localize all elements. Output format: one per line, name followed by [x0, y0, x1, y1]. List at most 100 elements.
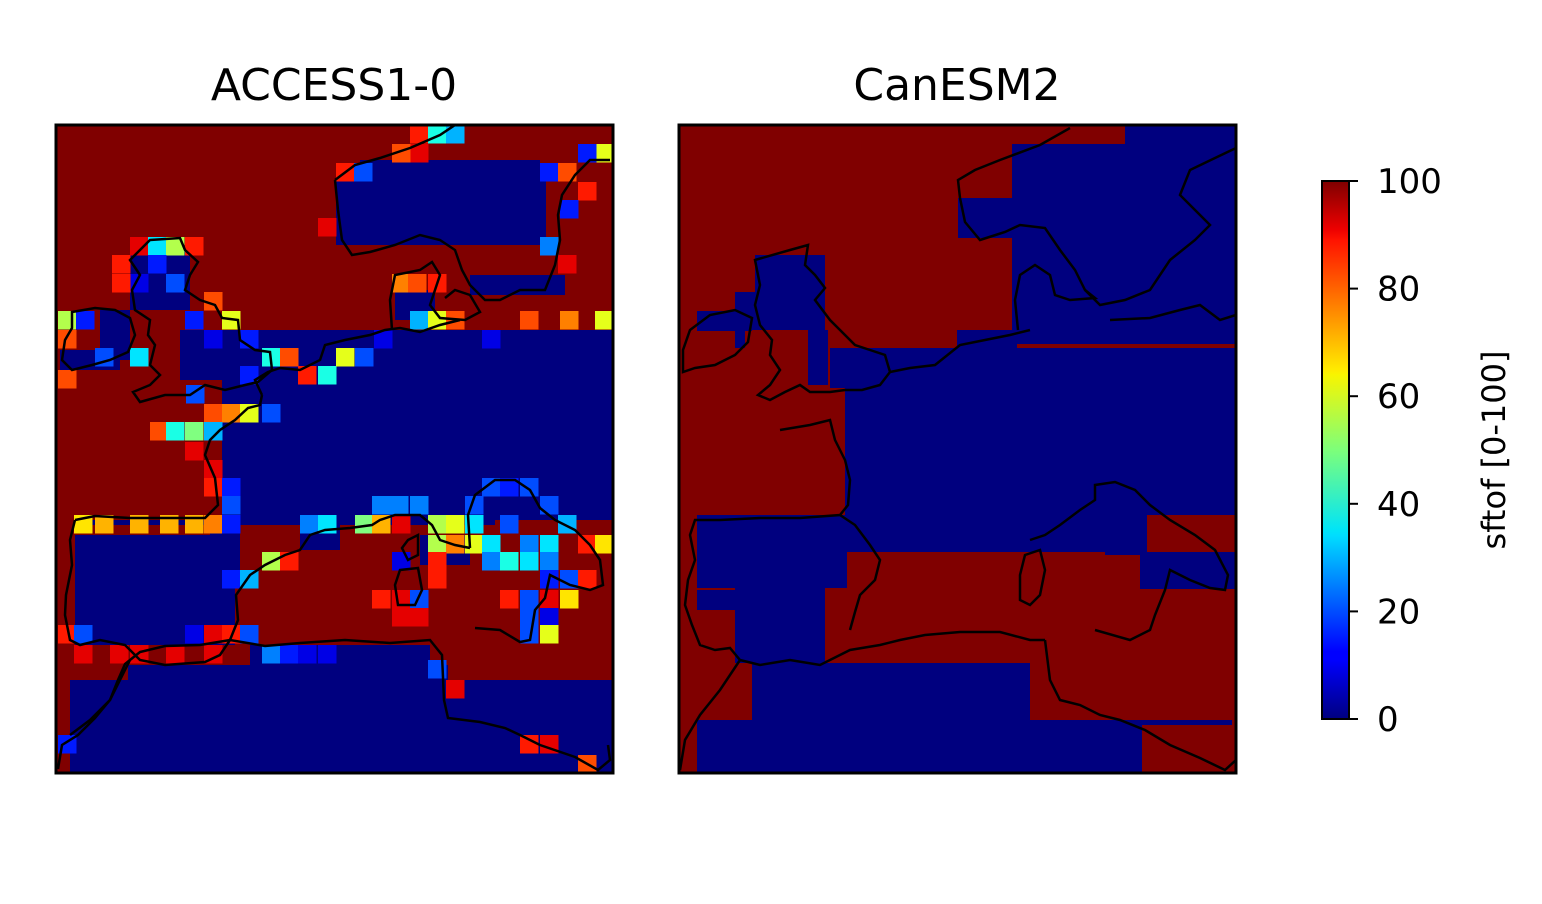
mixed-cell [540, 535, 559, 554]
mixed-cell [148, 255, 167, 274]
mixed-cell [372, 496, 391, 515]
mixed-cell [410, 608, 429, 627]
mixed-cell [130, 348, 149, 367]
mixed-cell [166, 422, 185, 441]
colorbar-tick-label: 60 [1377, 377, 1420, 417]
mixed-cell [408, 274, 427, 293]
ocean-cell [75, 520, 495, 525]
mixed-cell [185, 515, 204, 534]
mixed-cell [222, 570, 241, 589]
mixed-cell [560, 311, 579, 330]
mixed-cell [428, 552, 447, 571]
mixed-cell [185, 625, 204, 644]
mixed-cell [446, 515, 465, 534]
mixed-cell [540, 496, 559, 515]
panel-title-canesm2: CanESM2 [853, 60, 1060, 111]
mixed-cell [578, 570, 597, 589]
mixed-cell [298, 645, 317, 664]
ocean-cell [1012, 530, 1032, 552]
ocean-cell [880, 530, 975, 552]
mixed-cell [300, 515, 319, 534]
map-canesm2 [679, 125, 1236, 773]
coast-corsica-sardinia [393, 532, 424, 607]
mixed-cell [204, 515, 223, 534]
mixed-cell [355, 348, 374, 367]
ocean-cell [735, 330, 745, 348]
coast-iberia-east [839, 513, 882, 631]
colorbar: 0 20 40 60 80 100 sftof [0-100] [1321, 162, 1513, 740]
coast-italy [466, 478, 605, 644]
ocean-cell [697, 552, 847, 588]
mixed-cell [204, 625, 223, 644]
ocean-cell [1012, 144, 1236, 344]
mixed-cell [558, 163, 577, 182]
coast-iberia-east [228, 513, 471, 641]
ocean-cell [735, 588, 825, 663]
mixed-cell [578, 144, 597, 163]
mixed-cell [262, 645, 281, 664]
mixed-cell [185, 442, 204, 461]
mixed-cell [540, 625, 559, 644]
mixed-cell [318, 218, 337, 237]
mixed-cell [465, 535, 484, 554]
mixed-cell [185, 237, 204, 256]
mixed-cell [446, 680, 465, 699]
mixed-cell [112, 274, 131, 293]
ocean-cell [1125, 125, 1236, 155]
coast-north [956, 126, 1236, 307]
mixed-cell [95, 515, 114, 534]
mixed-cell [520, 478, 539, 497]
mixed-cell [372, 590, 391, 609]
mixed-cell [520, 552, 539, 571]
mixed-cell [428, 535, 447, 554]
mixed-cell [392, 515, 411, 534]
coast-scandinavia [333, 125, 610, 302]
mixed-cell [204, 330, 223, 349]
mixed-cell [110, 645, 129, 664]
coast-denmark [1013, 263, 1236, 331]
ocean-cell [958, 198, 1018, 238]
mixed-cell [148, 237, 167, 256]
mixed-cell [392, 608, 411, 627]
mixed-cell [520, 625, 539, 644]
mixed-cell [280, 552, 299, 571]
coast-ireland [60, 306, 137, 372]
mixed-cell [298, 366, 317, 385]
mixed-cell [130, 645, 149, 664]
mixed-cell [76, 311, 95, 330]
mixed-cell [578, 182, 597, 201]
frame-access1-0 [54, 123, 615, 775]
mixed-cell [355, 515, 374, 534]
coast-africa [679, 639, 1236, 772]
mixed-cell [482, 535, 501, 554]
colorbar-tick-label: 20 [1377, 592, 1420, 632]
colorbar-tick-label: 40 [1377, 485, 1420, 525]
mixed-cell [410, 311, 429, 330]
colorbar-gradient [1321, 180, 1350, 720]
frame-canesm2 [677, 123, 1238, 775]
mixed-cell [130, 515, 149, 534]
panel-access1-0: ACCESS1-0 [54, 60, 615, 775]
mixed-cell [58, 330, 77, 349]
mixed-cell [428, 125, 447, 144]
mixed-cell [204, 645, 223, 664]
mixed-cell [222, 515, 241, 534]
mixed-cell [595, 311, 613, 330]
mixed-cell [150, 422, 169, 441]
mixed-cell [428, 515, 447, 534]
mixed-cell [540, 237, 559, 256]
mixed-cell [204, 422, 223, 441]
mixed-cell [222, 404, 241, 423]
mixed-cell [540, 552, 559, 571]
coast-iberia-south [63, 519, 232, 667]
colorbar-label: sftof [0-100] [1475, 351, 1513, 550]
mixed-cell [130, 237, 149, 256]
panel-canesm2: CanESM2 [677, 60, 1238, 775]
mixed-cell [262, 404, 281, 423]
coast-britain [753, 243, 892, 402]
colorbar-tick-label: 100 [1377, 162, 1442, 202]
ocean-cell [1105, 515, 1142, 555]
ocean-cell [1040, 530, 1110, 550]
mixed-cell [374, 330, 393, 349]
mixed-cell [160, 515, 179, 534]
